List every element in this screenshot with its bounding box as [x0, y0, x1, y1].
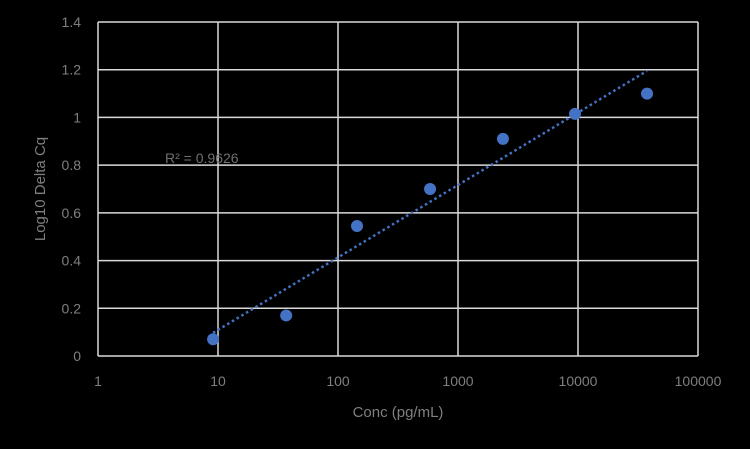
- data-points: [207, 87, 654, 346]
- data-point: [280, 309, 293, 322]
- data-point: [207, 333, 220, 346]
- y-axis-title: Log10 Delta Cq: [32, 137, 49, 241]
- trendline: [212, 69, 648, 334]
- y-tick-label: 0.6: [62, 205, 82, 221]
- y-tick-label: 0.4: [62, 253, 82, 269]
- x-tick-label: 10000: [559, 373, 598, 389]
- y-tick-label: 1: [73, 109, 81, 125]
- r-squared-annotation: R² = 0.9626: [165, 150, 239, 166]
- y-tick-label: 0.2: [62, 300, 82, 316]
- x-tick-label: 100: [326, 373, 350, 389]
- x-axis-ticks: 1 10 100 1000 10000 100000: [94, 373, 721, 389]
- data-point: [351, 219, 364, 232]
- y-tick-label: 1.2: [62, 62, 82, 78]
- x-tick-label: 1000: [442, 373, 473, 389]
- x-tick-label: 100000: [675, 373, 722, 389]
- y-tick-label: 1.4: [62, 14, 82, 30]
- y-tick-label: 0: [73, 348, 81, 364]
- y-tick-label: 0.8: [62, 157, 82, 173]
- data-point: [496, 132, 509, 145]
- data-point: [641, 87, 654, 100]
- gridlines: [97, 21, 699, 357]
- data-point: [424, 183, 437, 195]
- data-point: [568, 107, 581, 120]
- x-tick-label: 10: [210, 373, 226, 389]
- x-axis-title: Conc (pg/mL): [353, 404, 444, 421]
- x-tick-label: 1: [94, 373, 102, 389]
- y-axis-ticks: 0 0.2 0.4 0.6 0.8 1 1.2 1.4: [62, 14, 82, 364]
